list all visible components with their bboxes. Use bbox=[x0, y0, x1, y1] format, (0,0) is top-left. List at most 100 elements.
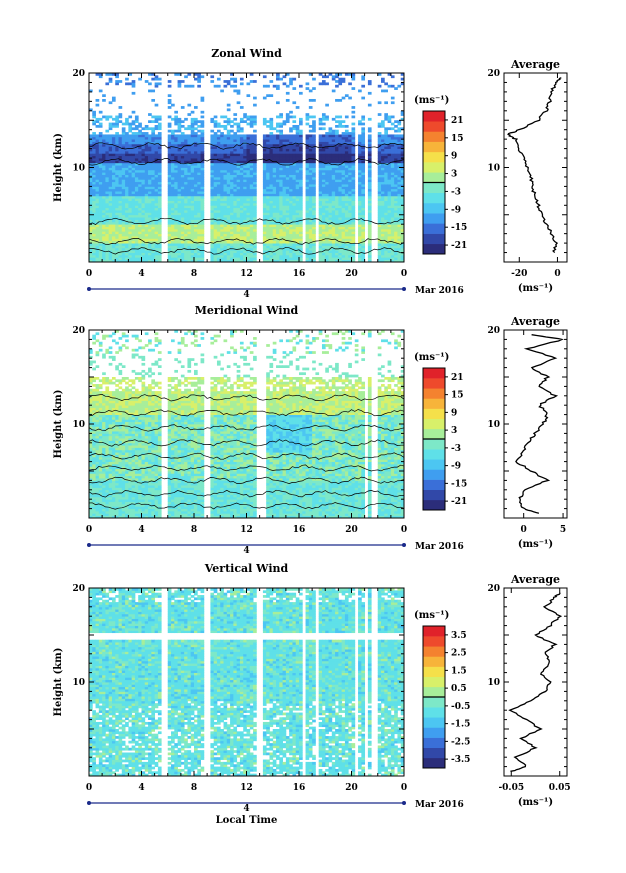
heatmap-cell bbox=[144, 148, 149, 152]
heatmap-cell bbox=[292, 172, 297, 175]
heatmap-cell bbox=[220, 179, 224, 183]
heatmap-cell bbox=[361, 167, 366, 171]
heatmap-cell bbox=[239, 219, 244, 223]
heatmap-cell bbox=[92, 186, 96, 190]
heatmap-cell bbox=[171, 238, 175, 242]
heatmap-cell bbox=[194, 233, 198, 237]
heatmap-cell bbox=[92, 259, 96, 263]
heatmap-cell bbox=[243, 153, 247, 157]
heatmap-cell bbox=[331, 184, 336, 187]
heatmap-cell bbox=[92, 110, 96, 114]
heatmap-cell bbox=[134, 165, 139, 168]
heatmap-cell bbox=[177, 257, 182, 261]
heatmap-cell bbox=[272, 231, 277, 235]
heatmap-cell bbox=[125, 117, 129, 121]
heatmap-cell bbox=[318, 143, 323, 147]
heatmap-cell bbox=[331, 195, 336, 199]
heatmap-cell bbox=[361, 252, 366, 256]
heatmap-cell bbox=[348, 150, 352, 154]
heatmap-cell bbox=[253, 122, 257, 126]
heatmap-cell bbox=[239, 106, 244, 109]
heatmap-cell bbox=[194, 236, 198, 239]
heatmap-cell bbox=[397, 254, 402, 258]
heatmap-cell bbox=[249, 120, 254, 124]
heatmap-cell bbox=[384, 200, 388, 204]
heatmap-cell bbox=[171, 195, 175, 199]
heatmap-cell bbox=[384, 207, 388, 211]
heatmap-cell bbox=[335, 165, 339, 168]
heatmap-cell bbox=[253, 245, 257, 249]
heatmap-cell bbox=[194, 198, 198, 201]
heatmap-cell bbox=[118, 259, 123, 263]
heatmap-cell bbox=[95, 153, 100, 157]
heatmap-cell bbox=[89, 89, 93, 93]
heatmap-cell bbox=[358, 233, 362, 237]
heatmap-cell bbox=[279, 236, 283, 239]
heatmap-cell bbox=[279, 150, 283, 154]
heatmap-cell bbox=[335, 219, 339, 223]
heatmap-cell bbox=[397, 221, 402, 225]
heatmap-cell bbox=[220, 195, 224, 199]
heatmap-cell bbox=[220, 210, 224, 213]
heatmap-cell bbox=[276, 115, 280, 119]
heatmap-cell bbox=[321, 181, 326, 185]
heatmap-cell bbox=[187, 84, 192, 88]
heatmap-cell bbox=[272, 198, 277, 201]
heatmap-cell bbox=[128, 207, 133, 211]
heatmap-cell bbox=[318, 245, 323, 249]
heatmap-cell bbox=[308, 115, 313, 119]
heatmap-cell bbox=[246, 205, 251, 209]
heatmap-cell bbox=[289, 254, 293, 258]
heatmap-cell bbox=[95, 103, 100, 107]
heatmap-cell bbox=[131, 84, 136, 88]
heatmap-cell bbox=[213, 228, 218, 232]
heatmap-cell bbox=[190, 214, 195, 218]
heatmap-cell bbox=[141, 205, 146, 209]
heatmap-cell bbox=[95, 254, 100, 258]
heatmap-cell bbox=[230, 257, 234, 261]
heatmap-cell bbox=[194, 132, 198, 135]
heatmap-cell bbox=[282, 162, 287, 166]
heatmap-cell bbox=[236, 224, 241, 227]
heatmap-cell bbox=[125, 155, 129, 159]
heatmap-cell bbox=[108, 136, 113, 140]
heatmap-cell bbox=[377, 169, 382, 173]
heatmap-cell bbox=[243, 186, 247, 190]
heatmap-cell bbox=[246, 191, 251, 194]
heatmap-cell bbox=[184, 160, 188, 164]
heatmap-cell bbox=[134, 214, 139, 218]
heatmap-cell bbox=[285, 214, 290, 218]
heatmap-cell bbox=[216, 124, 221, 128]
heatmap-cell bbox=[121, 172, 126, 175]
heatmap-cell bbox=[239, 238, 244, 242]
heatmap-cell bbox=[154, 259, 159, 263]
heatmap-cell bbox=[125, 231, 129, 235]
heatmap-cell bbox=[141, 231, 146, 235]
heatmap-cell bbox=[141, 169, 146, 173]
heatmap-cell bbox=[325, 207, 329, 211]
heatmap-cell bbox=[266, 165, 270, 168]
heatmap-cell bbox=[216, 250, 221, 253]
heatmap-cell bbox=[285, 224, 290, 227]
heatmap-cell bbox=[253, 238, 257, 242]
heatmap-cell bbox=[216, 172, 221, 175]
heatmap-cell bbox=[197, 73, 201, 76]
heatmap-cell bbox=[111, 153, 116, 157]
heatmap-cell bbox=[351, 257, 356, 261]
heatmap-cell bbox=[318, 181, 323, 185]
heatmap-cell bbox=[239, 210, 244, 213]
heatmap-cell bbox=[384, 217, 388, 220]
heatmap-cell bbox=[144, 169, 149, 173]
heatmap-cell bbox=[230, 202, 234, 206]
heatmap-cell bbox=[387, 143, 392, 147]
heatmap-cell bbox=[397, 250, 402, 253]
heatmap-cell bbox=[299, 165, 303, 168]
heatmap-cell bbox=[121, 259, 126, 263]
heatmap-cell bbox=[272, 247, 277, 251]
heatmap-cell bbox=[318, 167, 323, 171]
heatmap-cell bbox=[108, 238, 113, 242]
heatmap-cell bbox=[102, 257, 106, 261]
heatmap-cell bbox=[289, 193, 293, 197]
heatmap-cell bbox=[377, 153, 382, 157]
heatmap-cell bbox=[394, 188, 398, 192]
